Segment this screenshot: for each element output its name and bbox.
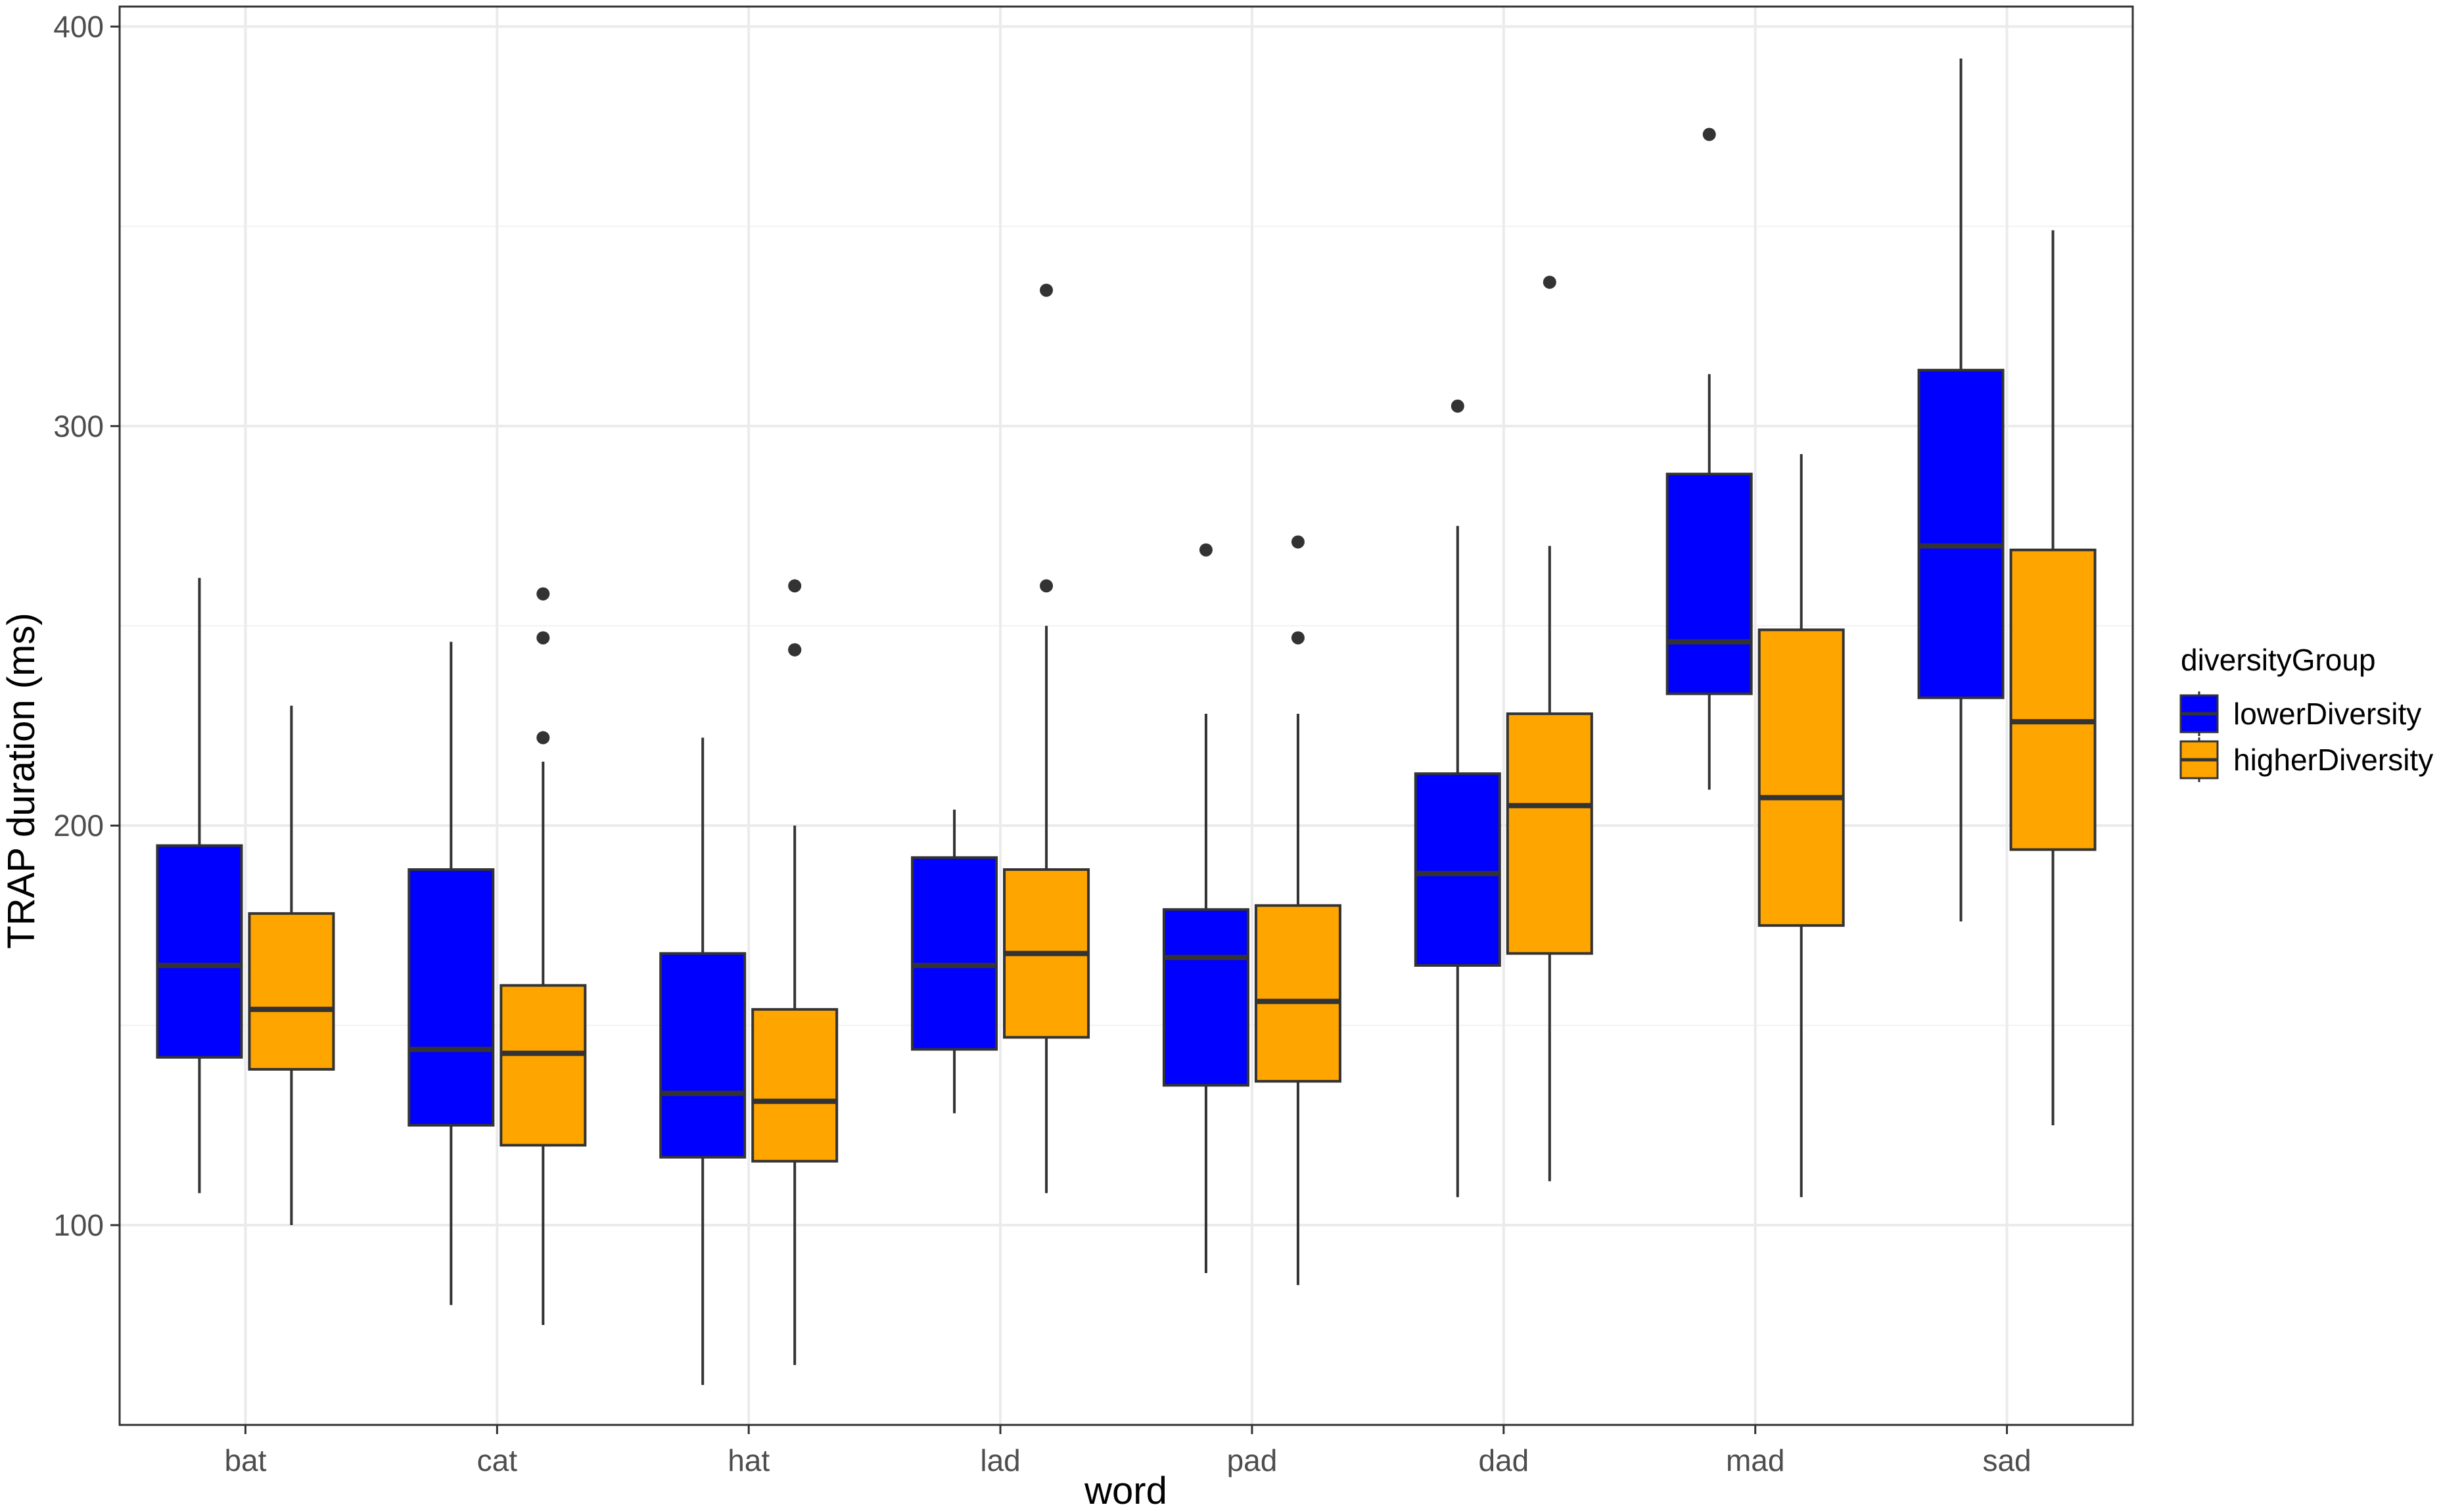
box-mad-higherDiversity <box>1757 453 1845 1197</box>
legend-label: higherDiversity <box>2233 743 2433 777</box>
iqr-box <box>1757 628 1845 927</box>
box-hat-higherDiversity <box>751 579 839 1365</box>
outlier-point <box>1199 543 1213 557</box>
iqr-box <box>156 844 243 1059</box>
box-pad-lowerDiversity <box>1162 543 1249 1274</box>
outlier-point <box>536 631 550 645</box>
outlier-point <box>1040 579 1054 593</box>
iqr-box <box>248 912 335 1071</box>
box-bat-lowerDiversity <box>156 578 243 1194</box>
outlier-point <box>536 587 550 601</box>
x-axis-title: word <box>1084 1470 1167 1511</box>
outlier-point <box>1291 535 1305 549</box>
plot-panel-border <box>118 5 2134 1426</box>
outlier-point <box>1451 399 1464 413</box>
iqr-box <box>500 984 587 1147</box>
outlier-point <box>536 731 550 745</box>
outlier-point <box>1702 128 1716 141</box>
iqr-box <box>911 856 998 1051</box>
legend-key-higherDiversity: higherDiversity <box>2179 737 2433 782</box>
iqr-box <box>659 952 747 1159</box>
x-tick-label: pad <box>1227 1443 1278 1477</box>
iqr-box <box>1917 369 2005 699</box>
legend-keys: lowerDiversity higherDiversity <box>2179 691 2433 782</box>
y-tick-label: 400 <box>53 9 104 43</box>
legend-label: lowerDiversity <box>2233 697 2421 731</box>
x-tick-label: lad <box>980 1443 1020 1477</box>
legend-title: diversityGroup <box>2181 643 2376 677</box>
gridlines <box>120 7 2133 1426</box>
box-bat-higherDiversity <box>248 705 335 1226</box>
x-tick-label: bat <box>224 1443 266 1477</box>
y-axis-title: TRAP duration (ms) <box>0 613 43 948</box>
outlier-point <box>788 579 802 593</box>
iqr-box <box>1665 473 1753 695</box>
iqr-box <box>751 1008 839 1163</box>
iqr-box <box>1506 712 1593 955</box>
box-lad-higherDiversity <box>1003 283 1090 1194</box>
x-tick-label: hat <box>728 1443 770 1477</box>
box-mad-lowerDiversity <box>1665 128 1753 790</box>
x-tick-label: sad <box>1982 1443 2031 1477</box>
box-sad-lowerDiversity <box>1917 58 2005 922</box>
box-cat-higherDiversity <box>500 587 587 1326</box>
outlier-point <box>1291 631 1305 645</box>
iqr-box <box>1414 772 1501 967</box>
y-tick-label: 200 <box>53 808 104 843</box>
box-hat-lowerDiversity <box>659 737 747 1385</box>
outlier-point <box>1040 283 1054 297</box>
box-cat-lowerDiversity <box>407 641 495 1305</box>
y-tick-label: 100 <box>53 1208 104 1242</box>
x-tick-label: mad <box>1726 1443 1784 1477</box>
box-sad-higherDiversity <box>2009 230 2097 1126</box>
x-tick-label: cat <box>477 1443 518 1477</box>
box-lad-lowerDiversity <box>911 809 998 1113</box>
iqr-box <box>1162 908 1249 1087</box>
box-dad-higherDiversity <box>1506 275 1593 1182</box>
iqr-box <box>407 868 495 1127</box>
x-tick-label: dad <box>1478 1443 1529 1477</box>
outlier-point <box>788 643 802 657</box>
y-tick-label: 300 <box>53 409 104 443</box>
legend-key-lowerDiversity: lowerDiversity <box>2179 691 2421 736</box>
boxes <box>156 58 2097 1385</box>
axes: 100 200 300 400 bat cat hat lad pad dad mad sad <box>53 9 2031 1477</box>
outlier-point <box>1543 275 1556 289</box>
iqr-box <box>2009 548 2097 851</box>
box-pad-higherDiversity <box>1254 535 1341 1286</box>
box-dad-lowerDiversity <box>1414 399 1501 1197</box>
iqr-box <box>1254 904 1341 1083</box>
legend: diversityGroup lowerDiversity higherDiver… <box>2179 643 2433 782</box>
